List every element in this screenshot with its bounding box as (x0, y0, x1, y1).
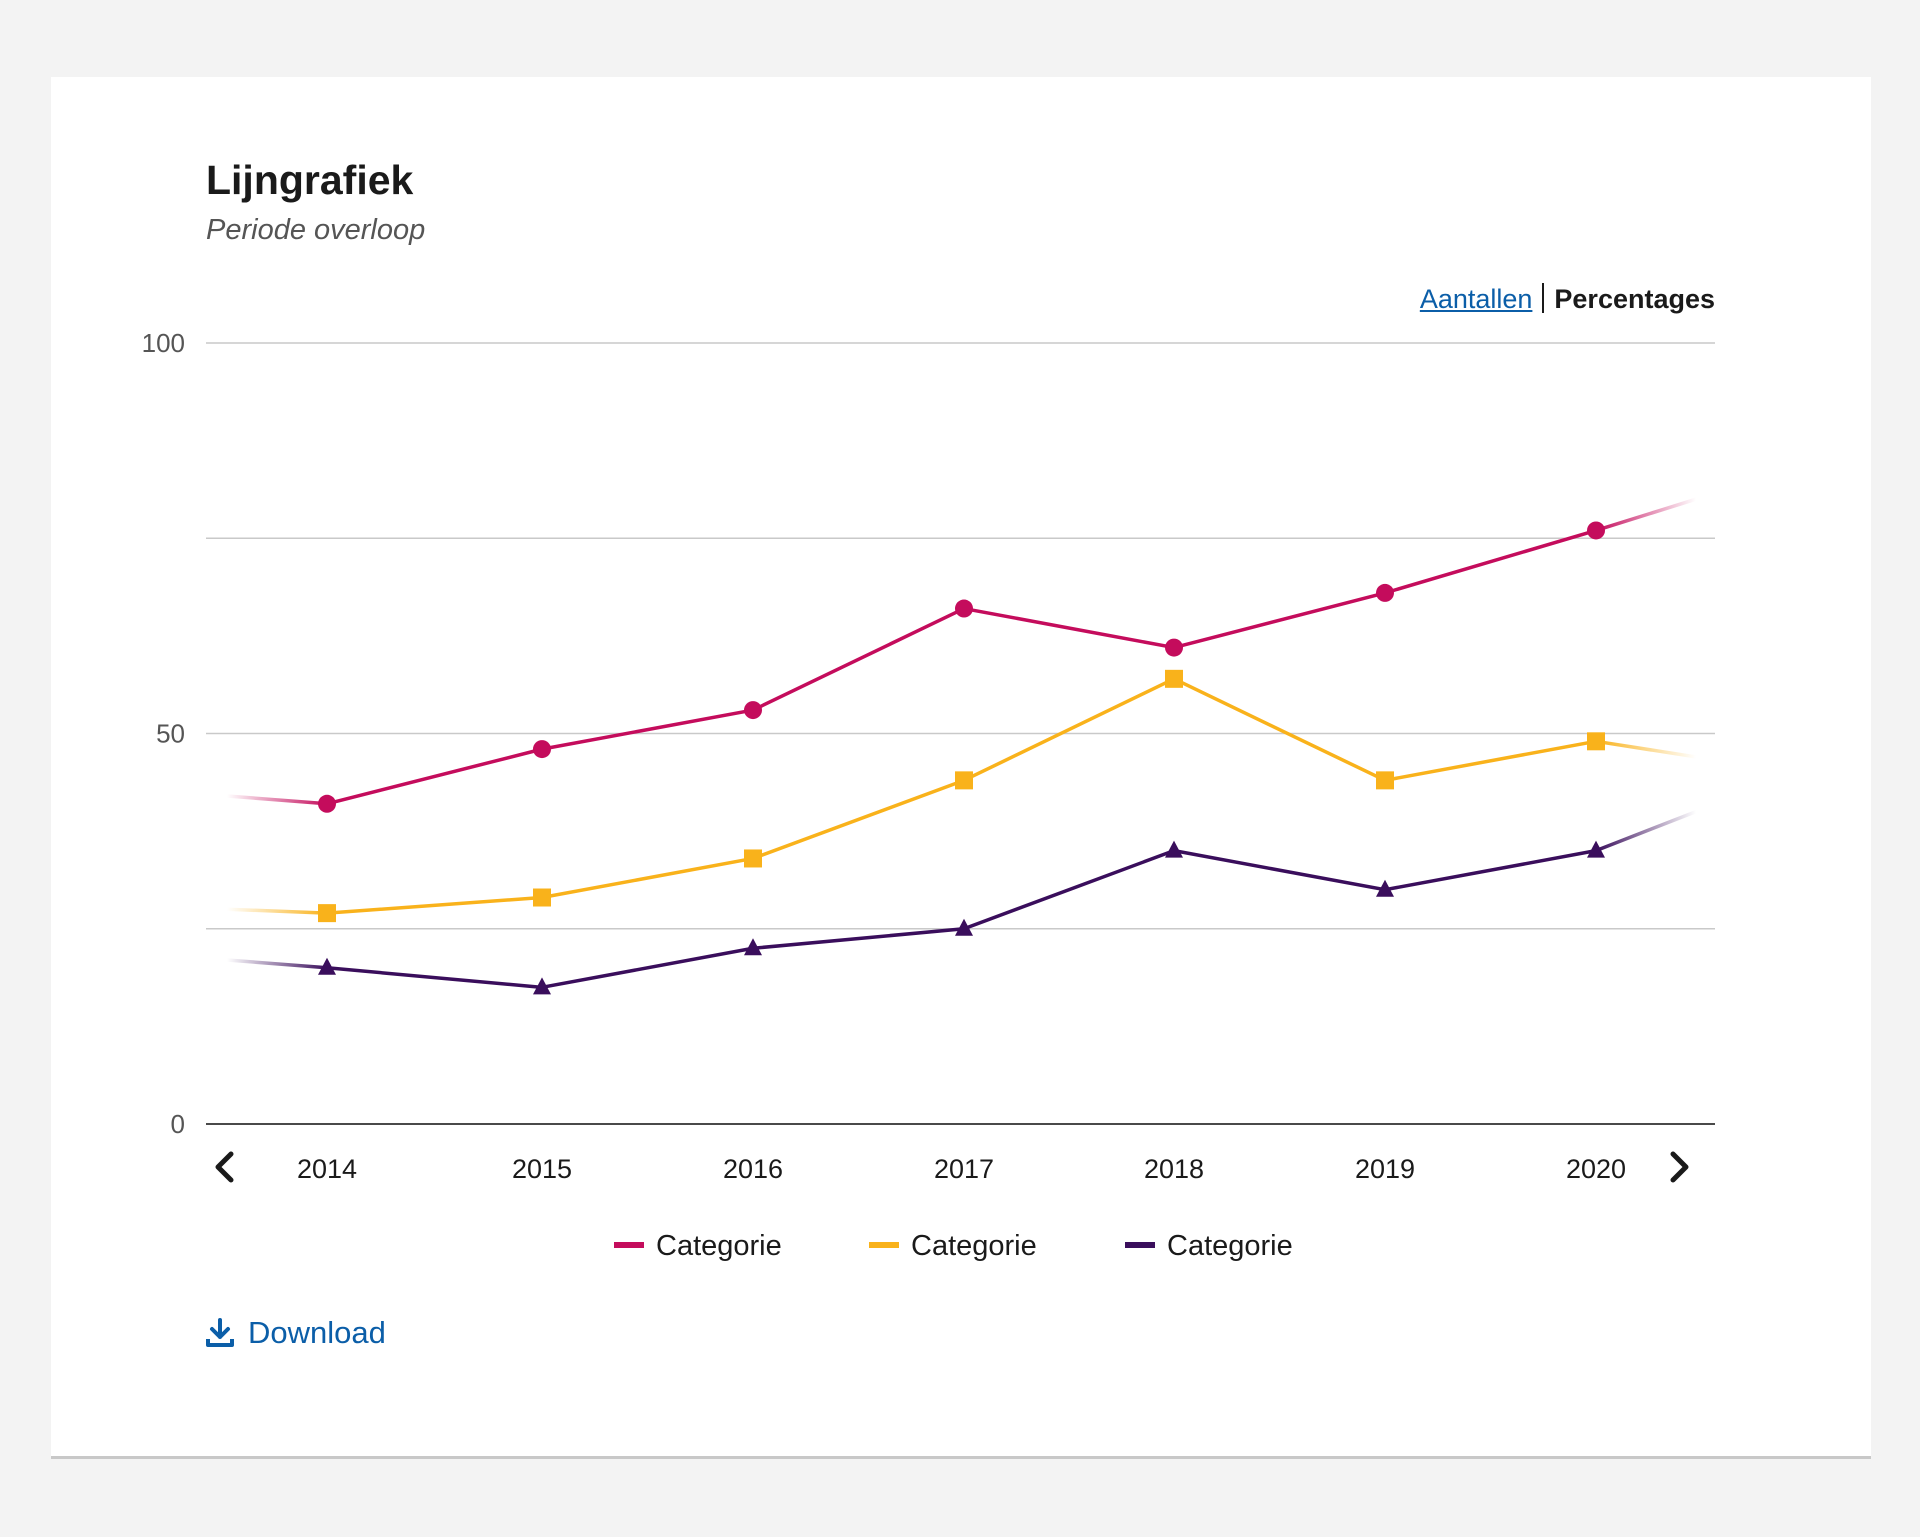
series-lead-out (1595, 739, 1697, 759)
legend-label: Categorie (1167, 1230, 1293, 1262)
y-tick-label: 50 (156, 719, 185, 749)
data-point (1165, 669, 1183, 688)
toggle-separator (1542, 283, 1545, 313)
data-point (1587, 521, 1605, 540)
legend-label: Categorie (911, 1230, 1037, 1262)
view-toggle: Aantallen Percentages (1420, 283, 1715, 315)
x-tick-label: 2019 (1355, 1154, 1415, 1184)
data-point (955, 918, 973, 936)
chart-subtitle: Periode overloop (206, 214, 426, 246)
data-point (318, 794, 336, 813)
series-2 (226, 669, 1697, 923)
line-chart: 0 50 100 2014 2015 2016 2017 2018 2019 2020 Cate… (142, 328, 1715, 1262)
toggle-aantallen[interactable]: Aantallen (1419, 284, 1533, 314)
data-point (533, 977, 551, 995)
legend-swatch (614, 1242, 644, 1248)
data-point (1165, 638, 1183, 657)
data-point (533, 740, 551, 759)
chevron-left-icon (215, 1151, 234, 1183)
data-point (955, 599, 973, 618)
series-line (326, 528, 1597, 806)
x-tick-label: 2016 (723, 1154, 783, 1184)
series-lead-out (1595, 809, 1697, 853)
data-point (955, 771, 973, 790)
legend-label: Categorie (656, 1230, 782, 1262)
x-tick-label: 2018 (1144, 1154, 1204, 1184)
y-axis-ticks: 0 50 100 (142, 328, 185, 1139)
toggle-percentages[interactable]: Percentages (1554, 284, 1715, 314)
legend-item: Categorie (1125, 1230, 1293, 1262)
series-lead-in (226, 907, 328, 915)
series-line (326, 677, 1597, 915)
series-lead-out (1595, 497, 1697, 533)
chevron-right-icon (1670, 1151, 1689, 1183)
legend-item: Categorie (614, 1230, 782, 1262)
chart-title: Lijngrafiek (206, 157, 414, 203)
x-axis-ticks: 2014 2015 2016 2017 2018 2019 2020 (297, 1154, 1626, 1184)
legend-swatch (869, 1242, 899, 1248)
data-point (318, 957, 336, 975)
data-point (744, 849, 762, 868)
data-point (1376, 583, 1394, 602)
x-tick-label: 2015 (512, 1154, 572, 1184)
legend: Categorie Categorie Categorie (614, 1230, 1293, 1262)
series-lines (226, 497, 1697, 995)
y-tick-label: 0 (171, 1109, 185, 1139)
series-lead-in (226, 794, 328, 806)
grid-lines (206, 342, 1715, 1125)
download-label: Download (248, 1315, 386, 1350)
download-icon (206, 1318, 234, 1347)
next-period-button[interactable] (1659, 1142, 1699, 1192)
data-point (744, 701, 762, 720)
series-lead-in (226, 958, 328, 970)
x-tick-label: 2020 (1566, 1154, 1626, 1184)
series-line (326, 848, 1597, 990)
data-point (1165, 840, 1183, 858)
y-tick-label: 100 (142, 328, 185, 358)
data-point (1376, 879, 1394, 897)
data-point (533, 888, 551, 907)
data-point (1587, 732, 1605, 751)
legend-swatch (1125, 1242, 1155, 1248)
chart-card: Lijngrafiek Periode overloop Aantallen Pe… (51, 77, 1871, 1459)
data-point (318, 904, 336, 923)
x-tick-label: 2017 (934, 1154, 994, 1184)
data-point (744, 938, 762, 956)
data-point (1376, 771, 1394, 790)
download-link[interactable]: Download (206, 1315, 386, 1351)
data-point (1587, 840, 1605, 858)
x-tick-label: 2014 (297, 1154, 357, 1184)
legend-item: Categorie (869, 1230, 1037, 1262)
prev-period-button[interactable] (203, 1142, 243, 1192)
series-1 (226, 497, 1697, 813)
series-3 (226, 809, 1697, 995)
